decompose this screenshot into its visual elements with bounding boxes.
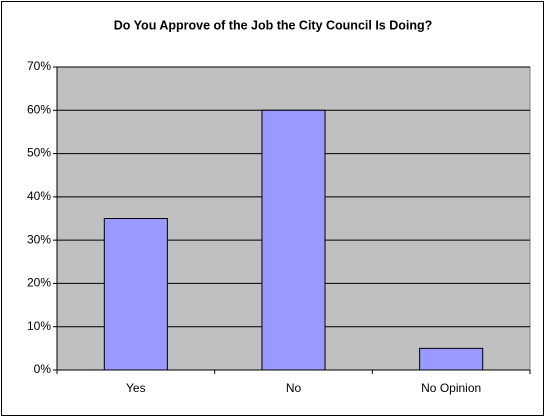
y-tick-label: 20%: [27, 276, 51, 290]
y-tick-label: 70%: [27, 59, 51, 73]
x-tick-label: No: [286, 381, 302, 395]
y-tick-label: 0%: [34, 362, 52, 376]
y-tick-label: 60%: [27, 102, 51, 116]
y-tick-label: 30%: [27, 232, 51, 246]
bar: [261, 109, 326, 371]
x-tick-label: Yes: [126, 381, 146, 395]
x-tick-label: No Opinion: [421, 381, 481, 395]
bar: [419, 347, 484, 371]
chart-title: Do You Approve of the Job the City Counc…: [114, 18, 433, 32]
y-tick-label: 40%: [27, 189, 51, 203]
y-tick-label: 50%: [27, 146, 51, 160]
bar: [103, 218, 168, 371]
y-tick-label: 10%: [27, 319, 51, 333]
